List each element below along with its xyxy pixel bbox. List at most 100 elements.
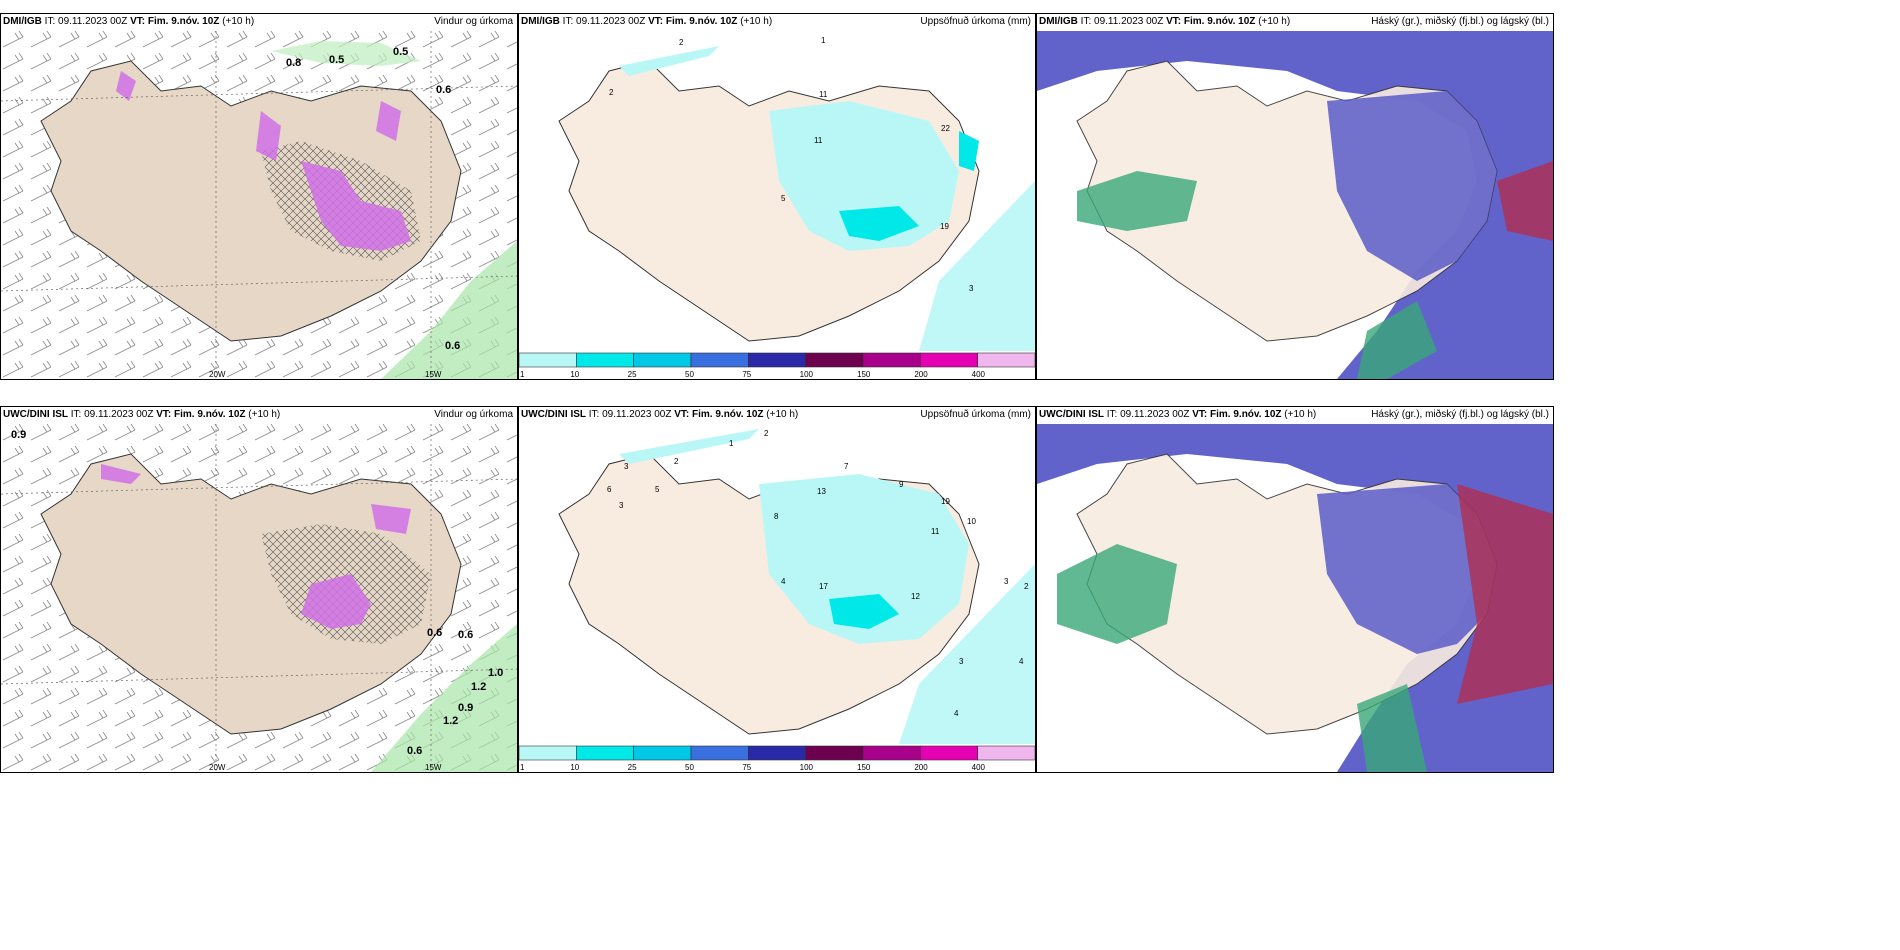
panel-header: UWC/DINI ISL IT: 09.11.2023 00Z VT: Fim.… <box>521 409 1031 420</box>
panel-header: DMI/IGB IT: 09.11.2023 00Z VT: Fim. 9.nó… <box>1039 16 1549 27</box>
lon-label-20w: 20W <box>209 763 226 772</box>
colorbar-swatch <box>748 352 806 368</box>
panel-clouds-dmi: DMI/IGB IT: 09.11.2023 00Z VT: Fim. 9.nó… <box>1036 13 1554 380</box>
precip-point: 6 <box>607 485 612 494</box>
precip-area-north <box>619 46 719 76</box>
vt-value: Fim. 9.nóv. 10Z <box>174 409 246 420</box>
panel-wind-dini: UWC/DINI ISL IT: 09.11.2023 00Z VT: Fim.… <box>0 406 518 773</box>
colorbar-tick: 1 <box>520 370 525 379</box>
colorbar-swatch <box>805 745 864 761</box>
precip-area-medium <box>829 594 899 629</box>
colorbar-swatch <box>576 352 634 368</box>
lead-time: (+10 h) <box>222 16 255 27</box>
it-label: IT: <box>1106 409 1118 420</box>
colorbar-tick: 200 <box>914 370 928 379</box>
panel-title: Vindur og úrkoma <box>434 16 513 27</box>
precip-point: 3 <box>959 657 964 666</box>
vt-label: VT: <box>1166 16 1182 27</box>
it-value: 09.11.2023 00Z <box>1094 16 1164 27</box>
vt-label: VT: <box>130 16 146 27</box>
mid-cloud-area <box>1077 171 1197 231</box>
wind-label: 1.2 <box>471 681 486 693</box>
precip-colorbar: 1 10 25 50 75 100 150 200 400 <box>519 351 1035 379</box>
wind-precip-map: 20W 15W 0.8 0.5 0.5 0.6 0.6 <box>1 31 517 379</box>
precip-point: 12 <box>911 592 920 601</box>
precip-point: 3 <box>969 284 974 293</box>
panel-title: Háský (gr.), miðský (fj.bl.) og lágský (… <box>1371 16 1549 27</box>
precip-point: 4 <box>781 577 786 586</box>
precip-point: 11 <box>931 527 940 536</box>
precip-point: 3 <box>624 462 629 471</box>
lon-label-20w: 20W <box>209 370 226 379</box>
colorbar-tick: 100 <box>800 763 814 772</box>
green-precip-north <box>271 41 421 66</box>
precip-point: 5 <box>781 194 786 203</box>
precip-point: 4 <box>954 709 959 718</box>
it-label: IT: <box>44 16 56 27</box>
colorbar-swatch <box>633 745 692 761</box>
precip-point: 10 <box>967 517 976 526</box>
model-name: DMI/IGB <box>1039 16 1078 27</box>
colorbar-swatch <box>748 745 806 761</box>
precip-area-north <box>619 429 759 464</box>
precip-point: 1 <box>821 36 826 45</box>
panel-title: Uppsöfnuð úrkoma (mm) <box>920 409 1031 420</box>
colorbar-swatch <box>690 352 749 368</box>
precip-area-light <box>769 101 959 251</box>
precip-point: 8 <box>774 512 779 521</box>
lead-time: (+10 h) <box>248 409 281 420</box>
high-cloud-over-land <box>1317 484 1497 654</box>
colorbar-svg: 1 10 25 50 75 100 150 200 400 <box>519 352 1035 379</box>
low-cloud-area <box>1497 161 1553 241</box>
wind-label: 0.9 <box>458 702 473 714</box>
colorbar-tick: 25 <box>628 370 637 379</box>
it-label: IT: <box>562 16 574 27</box>
low-cloud-area <box>1457 484 1553 704</box>
panel-title: Háský (gr.), miðský (fj.bl.) og lágský (… <box>1371 409 1549 420</box>
colorbar-swatch <box>690 745 749 761</box>
vt-value: Fim. 9.nóv. 10Z <box>147 16 220 27</box>
cloud-cover-map <box>1037 31 1553 379</box>
precip-point: 19 <box>941 497 950 506</box>
precip-point: 2 <box>764 429 769 438</box>
colorbar-tick: 75 <box>742 763 751 772</box>
precip-area-medium <box>839 131 979 241</box>
panel-title: Vindur og úrkoma <box>434 409 513 420</box>
precip-point: 5 <box>655 485 660 494</box>
it-value: 09.11.2023 00Z <box>1120 409 1190 420</box>
wind-label: 0.8 <box>286 57 301 69</box>
precip-point: 11 <box>819 90 828 99</box>
graticule-lat <box>1 668 517 685</box>
mid-cloud-south <box>1357 684 1427 772</box>
graticule-lat <box>1 478 517 495</box>
wind-label: 0.6 <box>427 627 442 639</box>
precip-point: 22 <box>941 124 950 133</box>
colorbar-swatch <box>862 352 921 368</box>
colorbar-tick: 10 <box>570 370 579 379</box>
model-name: UWC/DINI ISL <box>521 409 586 420</box>
panel-header: UWC/DINI ISL IT: 09.11.2023 00Z VT: Fim.… <box>3 409 513 420</box>
wind-label: 0.5 <box>329 54 344 66</box>
lead-time: (+10 h) <box>766 409 799 420</box>
model-name: DMI/IGB <box>521 16 560 27</box>
model-name: DMI/IGB <box>3 16 42 27</box>
iceland-landmass <box>40 453 462 735</box>
model-name: UWC/DINI ISL <box>3 409 68 420</box>
wind-label: 0.6 <box>407 745 422 757</box>
vt-value: Fim. 9.nóv. 10Z <box>665 16 738 27</box>
precip-point: 19 <box>940 222 949 231</box>
precip-point: 11 <box>814 136 823 145</box>
lon-label-15w: 15W <box>425 370 442 379</box>
precip-area-light <box>759 474 969 644</box>
colorbar-swatch <box>920 352 978 368</box>
colorbar-swatch <box>920 745 978 761</box>
colorbar-tick: 150 <box>857 370 871 379</box>
lead-time: (+10 h) <box>1258 16 1291 27</box>
panel-header: DMI/IGB IT: 09.11.2023 00Z VT: Fim. 9.nó… <box>3 16 513 27</box>
graticule-lat <box>1 275 517 292</box>
panel-precip-dini: UWC/DINI ISL IT: 09.11.2023 00Z VT: Fim.… <box>518 406 1036 773</box>
lon-label-15w: 15W <box>425 763 442 772</box>
high-cloud-area <box>1037 31 1553 379</box>
colorbar-tick: 150 <box>857 763 871 772</box>
colorbar-swatch <box>519 352 577 368</box>
